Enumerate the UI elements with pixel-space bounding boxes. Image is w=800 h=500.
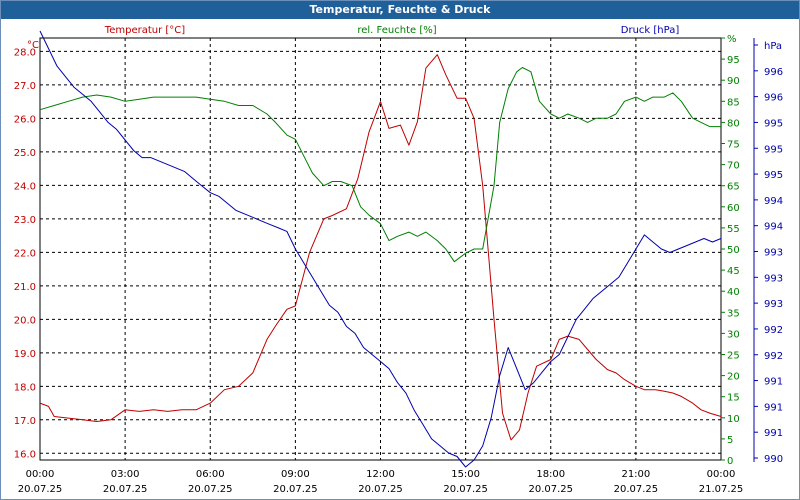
humidity-tick: 45	[727, 266, 740, 277]
temperature-axis-title: Temperatur [°C]	[104, 25, 185, 36]
pressure-tick: 996	[764, 67, 783, 78]
humidity-tick: 40	[727, 287, 740, 298]
pressure-tick: 993	[764, 273, 783, 284]
temperature-tick: 27.0	[14, 81, 36, 92]
pressure-tick: 995	[764, 170, 783, 181]
temperature-tick: 26.0	[14, 114, 36, 125]
x-tick-date: 20.07.25	[528, 484, 573, 495]
chart-title: Temperatur, Feuchte & Druck	[1, 1, 799, 19]
pressure-tick: 990	[764, 454, 783, 465]
pressure-tick: 992	[764, 325, 783, 336]
temperature-tick: 25.0	[14, 148, 36, 159]
humidity-tick: 50	[727, 245, 740, 256]
pressure-axis-title: Druck [hPa]	[621, 25, 680, 36]
x-tick-date: 20.07.25	[188, 484, 233, 495]
pressure-tick: 996	[764, 93, 783, 104]
temperature-tick: 24.0	[14, 181, 36, 192]
humidity-tick: 80	[727, 118, 740, 129]
x-tick-time: 00:00	[26, 469, 55, 480]
temperature-tick: 28.0	[14, 47, 36, 58]
humidity-tick: 25	[727, 351, 740, 362]
temperature-tick: 18.0	[14, 382, 36, 393]
x-tick-date: 20.07.25	[18, 484, 63, 495]
humidity-tick: 90	[727, 76, 740, 87]
x-tick-time: 18:00	[536, 469, 565, 480]
temperature-tick: 17.0	[14, 416, 36, 427]
series-line-pressure	[39, 30, 722, 468]
x-tick-time: 00:00	[707, 469, 736, 480]
x-tick-date: 20.07.25	[103, 484, 148, 495]
pressure-tick: 991	[764, 377, 783, 388]
humidity-tick: %	[727, 34, 737, 45]
temperature-tick: 22.0	[14, 248, 36, 259]
pressure-tick: 994	[764, 196, 783, 207]
humidity-tick: 70	[727, 161, 740, 172]
pressure-tick: 993	[764, 299, 783, 310]
humidity-tick: 95	[727, 55, 740, 66]
pressure-tick: 991	[764, 402, 783, 413]
humidity-axis-title: rel. Feuchte [%]	[357, 25, 436, 36]
pressure-tick: 994	[764, 222, 783, 233]
pressure-tick: 992	[764, 351, 783, 362]
humidity-tick: 30	[727, 329, 740, 340]
pressure-tick: 991	[764, 428, 783, 439]
humidity-tick: 60	[727, 203, 740, 214]
x-tick-time: 03:00	[111, 469, 140, 480]
humidity-tick: 35	[727, 308, 740, 319]
temperature-tick: 16.0	[14, 449, 36, 460]
pressure-tick: hPa	[764, 41, 782, 52]
humidity-tick: 85	[727, 97, 740, 108]
x-tick-time: 09:00	[281, 469, 310, 480]
humidity-tick: 5	[727, 435, 733, 446]
x-tick-time: 15:00	[451, 469, 480, 480]
humidity-tick: 55	[727, 224, 740, 235]
pressure-tick: 993	[764, 248, 783, 259]
series-line-temperature	[39, 54, 722, 441]
x-tick-time: 12:00	[366, 469, 395, 480]
x-tick-date: 20.07.25	[358, 484, 403, 495]
humidity-tick: 20	[727, 372, 740, 383]
humidity-tick: 65	[727, 182, 740, 193]
pressure-tick: 995	[764, 144, 783, 155]
humidity-tick: 0	[727, 456, 733, 467]
series-line-humidity	[39, 67, 721, 263]
temperature-tick: 19.0	[14, 349, 36, 360]
temperature-tick: 23.0	[14, 215, 36, 226]
temperature-tick: 20.0	[14, 315, 36, 326]
x-tick-time: 21:00	[621, 469, 650, 480]
x-tick-date: 20.07.25	[273, 484, 318, 495]
humidity-tick: 15	[727, 393, 740, 404]
x-tick-date: 20.07.25	[614, 484, 659, 495]
temperature-unit: °C	[27, 40, 39, 51]
humidity-tick: 10	[727, 414, 740, 425]
pressure-tick: 995	[764, 118, 783, 129]
humidity-tick: 75	[727, 140, 740, 151]
x-tick-time: 06:00	[196, 469, 225, 480]
temperature-tick: 21.0	[14, 282, 36, 293]
x-tick-date: 20.07.25	[443, 484, 488, 495]
x-tick-date: 21.07.25	[699, 484, 744, 495]
